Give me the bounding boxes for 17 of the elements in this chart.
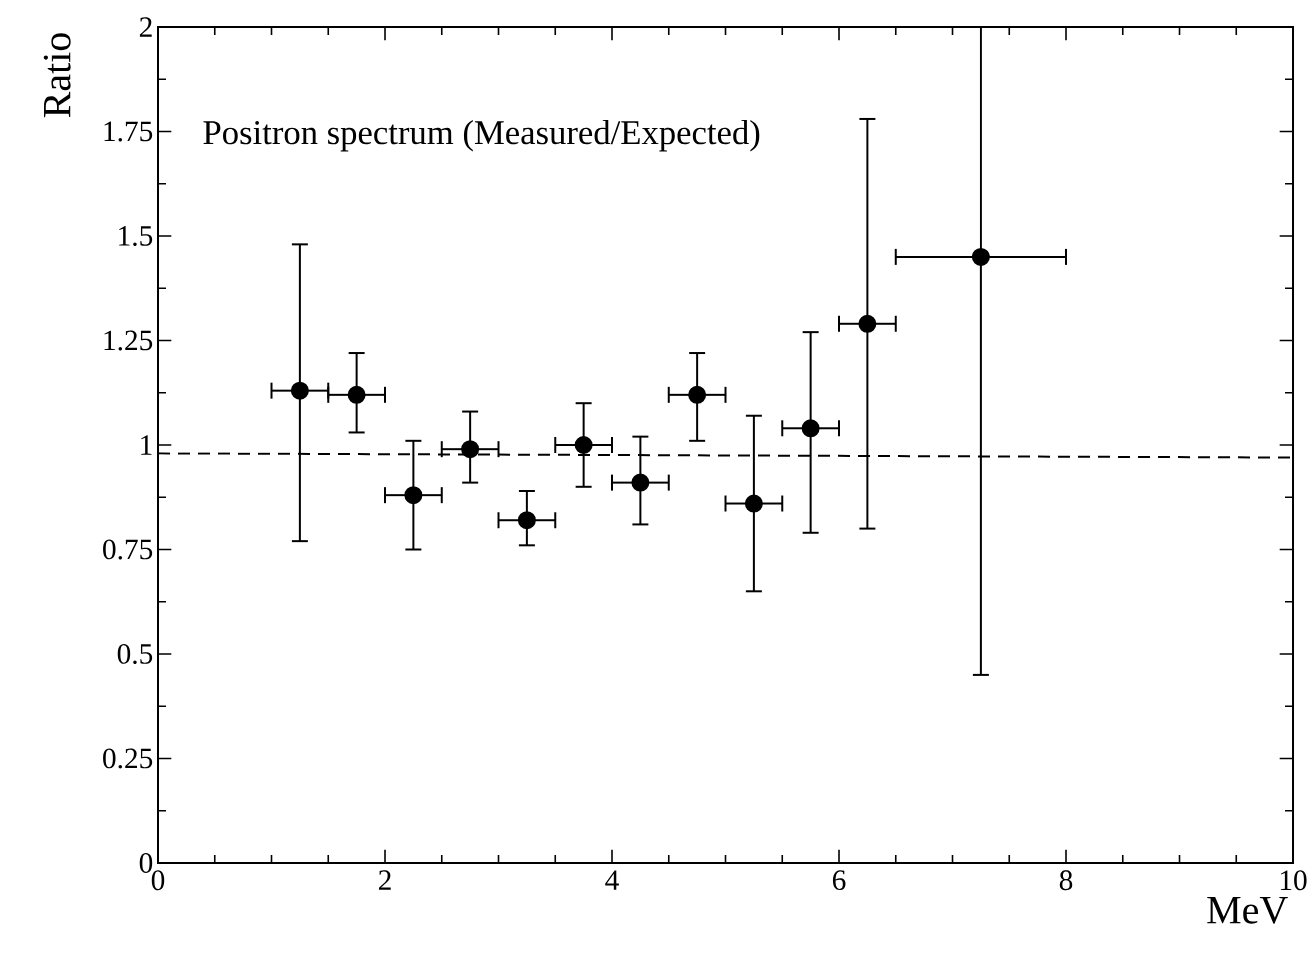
y-tick-label: 1 bbox=[141, 435, 152, 455]
y-axis-title: Ratio bbox=[43, 33, 71, 118]
y-tick-label: 0.75 bbox=[103, 539, 153, 560]
y-tick-label: 1.5 bbox=[119, 226, 153, 246]
y-tick-label: 1.75 bbox=[104, 121, 153, 142]
x-tick-label: 8 bbox=[1059, 870, 1073, 891]
y-tick-label: 0.5 bbox=[117, 644, 153, 664]
y-tick-label: 0 bbox=[139, 853, 153, 873]
y-tick-label: 2 bbox=[139, 17, 152, 37]
y-tick-label: 1.25 bbox=[104, 330, 153, 351]
x-tick-label: 6 bbox=[832, 870, 846, 891]
x-tick-label: 4 bbox=[605, 870, 619, 890]
y-tick-label: 0.25 bbox=[103, 748, 153, 769]
annotation: Positron spectrum (Measured/Expected) bbox=[203, 119, 760, 152]
x-tick-label: 2 bbox=[378, 870, 391, 890]
x-axis-title: MeV bbox=[1207, 897, 1288, 924]
x-tick-label: 10 bbox=[1280, 870, 1307, 891]
